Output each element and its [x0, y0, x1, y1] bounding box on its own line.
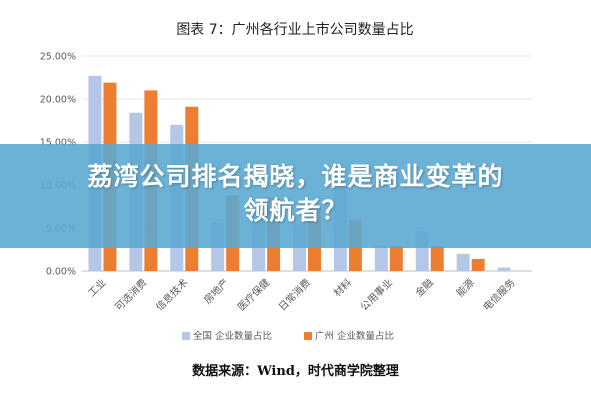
x-tick-label: 信息技术	[153, 276, 190, 313]
x-tick-label: 公用事业	[357, 276, 394, 313]
legend-swatch	[304, 332, 312, 340]
headline-line-2: 领航者？	[243, 196, 348, 225]
x-tick-label: 材料	[331, 276, 354, 299]
y-tick-label: 0.00%	[46, 267, 76, 278]
x-tick-label: 可选消费	[112, 276, 149, 313]
bar	[456, 253, 470, 271]
y-tick-label: 25.00%	[40, 52, 76, 63]
headline-banner	[0, 144, 591, 248]
y-tick-label: 15.00%	[40, 138, 76, 149]
y-tick-label: 20.00%	[40, 95, 76, 106]
headline-text[interactable]: 荔湾公司排名揭晓，谁是商业变革的 领航者？	[0, 160, 591, 228]
x-tick-label: 工业	[86, 277, 109, 300]
bar	[389, 246, 403, 271]
x-tick-label: 医疗保健	[235, 276, 272, 313]
bar	[471, 258, 485, 271]
bar	[430, 246, 444, 271]
x-tick-label: 金融	[413, 276, 436, 299]
legend-label: 广州 企业数量占比	[315, 330, 394, 342]
bar	[374, 245, 388, 271]
headline-line-1: 荔湾公司排名揭晓，谁是商业变革的	[87, 162, 504, 191]
bar	[497, 267, 511, 271]
legend-swatch	[182, 332, 190, 340]
source-note: 数据来源：Wind，时代商学院整理	[192, 364, 399, 379]
x-tick-label: 日常消费	[276, 276, 313, 313]
x-tick-label: 能源	[453, 276, 476, 299]
x-tick-label: 房地产	[201, 276, 231, 306]
x-tick-label: 电信服务	[480, 276, 517, 313]
chart-title: 图表 7：广州各行业上市公司数量占比	[176, 21, 413, 38]
legend-label: 全国 企业数量占比	[193, 330, 272, 342]
